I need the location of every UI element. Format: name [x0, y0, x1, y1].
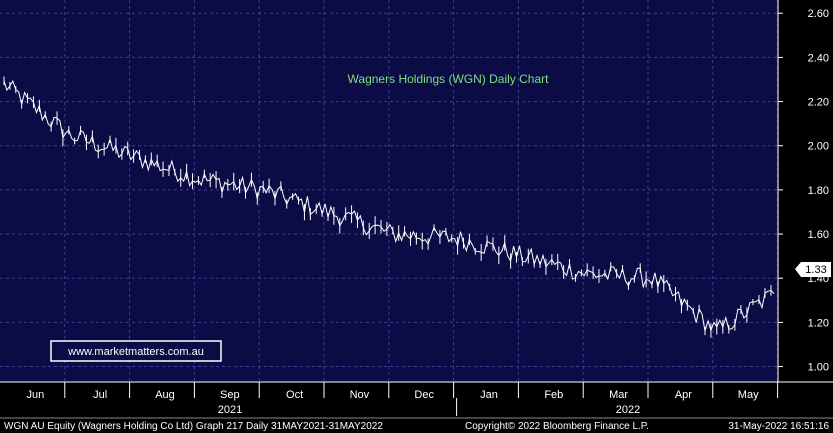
- price-line-series: [3, 79, 775, 333]
- x-month-label: Jan: [480, 389, 498, 401]
- x-month-label: Jul: [93, 389, 107, 401]
- x-month-label: Aug: [155, 389, 175, 401]
- y-tick-label: 1.60: [808, 229, 829, 241]
- footer-copyright: Copyright© 2022 Bloomberg Finance L.P.: [465, 421, 649, 432]
- y-tick-label: 2.20: [808, 97, 829, 109]
- y-tick-label: 2.60: [808, 8, 829, 20]
- x-axis: Jun Jul Aug Sep Oct Nov Dec Jan Feb Mar Apr May 2021…: [0, 381, 833, 419]
- x-month-label: Apr: [675, 389, 692, 401]
- x-month-label: Dec: [414, 389, 434, 401]
- footer-timestamp: 31-May-2022 16:51:16: [728, 421, 829, 432]
- x-month-label: Mar: [609, 389, 628, 401]
- y-tick-label: 1.80: [808, 185, 829, 197]
- year-label: 2022: [616, 404, 640, 416]
- y-tick-label: 1.20: [808, 317, 829, 329]
- y-tick-label: 2.00: [808, 141, 829, 153]
- x-month-label: Jun: [27, 389, 45, 401]
- x-month-label: Oct: [286, 389, 303, 401]
- y-tick-label: 2.40: [808, 52, 829, 64]
- last-price-label: 1.33: [805, 264, 826, 276]
- year-label: 2021: [218, 404, 242, 416]
- watermark-text: www.marketmatters.com.au: [67, 346, 204, 358]
- footer-bar: WGN AU Equity (Wagners Holding Co Ltd) G…: [4, 421, 829, 432]
- x-month-label: Feb: [544, 389, 563, 401]
- last-price-marker: 1.33: [795, 262, 831, 277]
- footer-left-text: WGN AU Equity (Wagners Holding Co Ltd) G…: [4, 421, 383, 432]
- y-tick-label: 1.00: [808, 362, 829, 374]
- chart-title: Wagners Holdings (WGN) Daily Chart: [348, 72, 550, 86]
- x-month-label: May: [738, 389, 759, 401]
- watermark-box: [50, 340, 222, 362]
- price-line-layer: [3, 76, 775, 338]
- x-month-label: Nov: [350, 389, 370, 401]
- y-axis: 2.602.402.202.001.801.601.401.201.00: [777, 0, 829, 382]
- x-month-label: Sep: [220, 389, 240, 401]
